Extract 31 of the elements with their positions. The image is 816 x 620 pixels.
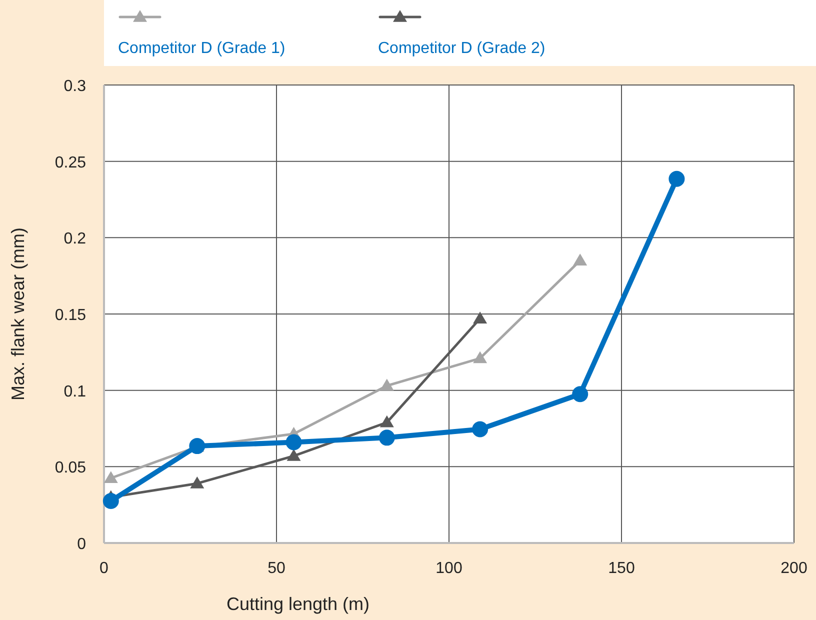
y-tick-label: 0 bbox=[77, 536, 86, 553]
x-tick-label: 150 bbox=[608, 560, 635, 577]
x-tick-label: 0 bbox=[100, 560, 109, 577]
point bbox=[573, 254, 588, 266]
point bbox=[104, 471, 118, 484]
y-tick-label: 0.2 bbox=[64, 230, 86, 248]
y-tick-label: 0.1 bbox=[64, 383, 86, 400]
x-tick-label: 100 bbox=[436, 560, 462, 577]
legend-label: Competitor D (Grade 1) bbox=[118, 40, 286, 57]
point bbox=[380, 378, 394, 391]
y-axis-title: Max. flank wear (mm) bbox=[8, 227, 28, 401]
point bbox=[473, 312, 488, 324]
point bbox=[572, 386, 588, 402]
point bbox=[472, 421, 488, 438]
point bbox=[380, 415, 394, 428]
point bbox=[473, 351, 488, 364]
x-tick-label: 50 bbox=[268, 560, 286, 577]
point bbox=[189, 438, 206, 454]
point bbox=[378, 430, 395, 446]
x-axis-title: Cutting length (m) bbox=[226, 594, 370, 614]
point bbox=[102, 493, 119, 510]
point bbox=[190, 476, 204, 488]
y-tick-label: 0.25 bbox=[54, 154, 86, 172]
y-tick-label: 0.05 bbox=[54, 460, 86, 477]
legend-label: Competitor D (Grade 2) bbox=[378, 40, 546, 57]
point bbox=[286, 434, 302, 450]
y-tick-label: 0.3 bbox=[64, 78, 86, 95]
point bbox=[668, 170, 685, 187]
point bbox=[286, 448, 301, 461]
y-tick-label: 0.15 bbox=[54, 307, 86, 324]
x-tick-label: 200 bbox=[780, 560, 808, 577]
